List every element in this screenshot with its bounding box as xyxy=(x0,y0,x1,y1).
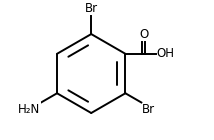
Text: Br: Br xyxy=(142,103,155,116)
Text: H₂N: H₂N xyxy=(18,103,40,116)
Text: OH: OH xyxy=(156,47,174,60)
Text: O: O xyxy=(139,28,149,41)
Text: Br: Br xyxy=(85,2,98,15)
